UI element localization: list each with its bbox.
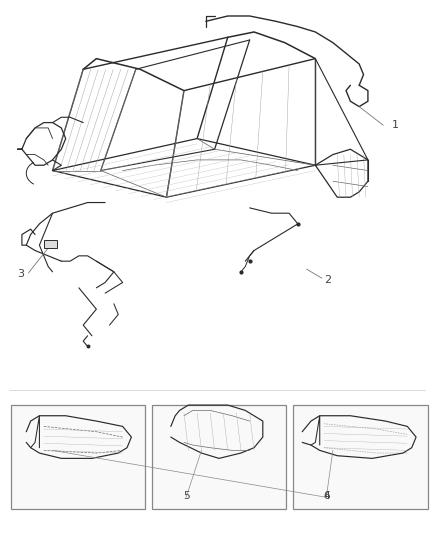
Bar xyxy=(293,405,428,509)
Text: 4: 4 xyxy=(323,491,330,501)
Text: 1: 1 xyxy=(392,120,399,130)
Bar xyxy=(11,405,145,509)
Bar xyxy=(152,405,286,509)
Text: 3: 3 xyxy=(18,270,25,279)
Bar xyxy=(44,240,57,248)
Text: 2: 2 xyxy=(324,275,331,285)
Text: 6: 6 xyxy=(323,491,330,501)
Text: 5: 5 xyxy=(183,491,190,501)
